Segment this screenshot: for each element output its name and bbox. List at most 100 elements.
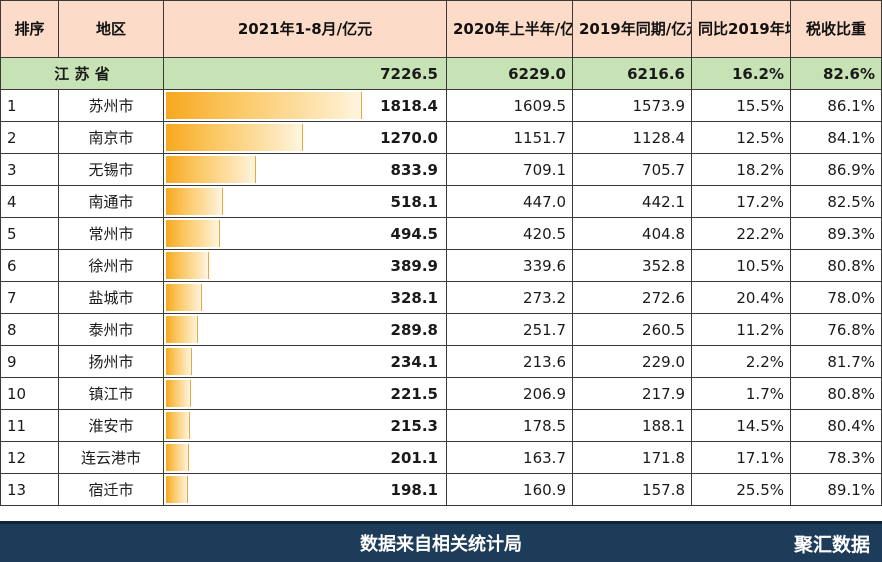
value-2021-bar	[166, 188, 223, 215]
value-2021-cell: 328.1	[163, 281, 447, 314]
value-2021-bar	[166, 124, 304, 151]
tax-share-cell: 80.8%	[790, 249, 882, 282]
growth-cell: 2.2%	[691, 345, 791, 378]
value-2020-cell: 273.2	[446, 281, 573, 314]
value-2020-cell: 206.9	[446, 377, 573, 410]
growth-cell: 15.5%	[691, 89, 791, 122]
tax-share-cell: 80.4%	[790, 409, 882, 442]
region-cell: 盐城市	[58, 281, 164, 314]
value-2019-cell: 188.1	[572, 409, 692, 442]
value-2021-cell: 201.1	[163, 441, 447, 474]
value-2021-label: 215.3	[390, 416, 438, 435]
table-row: 9 扬州市 234.1 213.6 229.0 2.2% 81.7%	[0, 345, 882, 378]
value-2020-cell: 251.7	[446, 313, 573, 346]
rank-cell: 2	[0, 121, 59, 154]
rank-cell: 7	[0, 281, 59, 314]
value-2021-bar	[166, 252, 209, 279]
tax-share-cell: 78.0%	[790, 281, 882, 314]
growth-cell: 17.1%	[691, 441, 791, 474]
header-2020: 2020年上半年/亿元	[446, 0, 573, 58]
value-2021-bar	[166, 412, 191, 439]
value-2021-bar	[166, 92, 362, 119]
value-2020-cell: 1609.5	[446, 89, 573, 122]
value-2021-cell: 1818.4	[163, 89, 447, 122]
rank-cell: 1	[0, 89, 59, 122]
value-2019-cell: 404.8	[572, 217, 692, 250]
value-2021-bar	[166, 348, 193, 375]
table-row: 8 泰州市 289.8 251.7 260.5 11.2% 76.8%	[0, 313, 882, 346]
growth-cell: 22.2%	[691, 217, 791, 250]
value-2021-cell: 198.1	[163, 473, 447, 506]
value-2020-cell: 160.9	[446, 473, 573, 506]
value-2019-cell: 171.8	[572, 441, 692, 474]
value-2021-label: 1818.4	[380, 96, 438, 115]
region-cell: 常州市	[58, 217, 164, 250]
value-2019-cell: 272.6	[572, 281, 692, 314]
total-tax-value: 82.6%	[790, 57, 882, 90]
tax-share-cell: 76.8%	[790, 313, 882, 346]
table-row: 4 南通市 518.1 447.0 442.1 17.2% 82.5%	[0, 185, 882, 218]
growth-cell: 12.5%	[691, 121, 791, 154]
footer-source-text: 数据来自相关统计局	[360, 534, 522, 555]
value-2021-label: 389.9	[390, 256, 438, 275]
rank-cell: 8	[0, 313, 59, 346]
table-row: 11 淮安市 215.3 178.5 188.1 14.5% 80.4%	[0, 409, 882, 442]
header-growth: 同比2019年增速	[691, 0, 791, 58]
table-row: 12 连云港市 201.1 163.7 171.8 17.1% 78.3%	[0, 441, 882, 474]
value-2021-label: 234.1	[390, 352, 438, 371]
rank-cell: 10	[0, 377, 59, 410]
tax-share-cell: 80.8%	[790, 377, 882, 410]
region-cell: 南通市	[58, 185, 164, 218]
rank-cell: 9	[0, 345, 59, 378]
value-2020-cell: 420.5	[446, 217, 573, 250]
header-2021: 2021年1-8月/亿元	[163, 0, 447, 58]
value-2020-cell: 213.6	[446, 345, 573, 378]
value-2021-cell: 215.3	[163, 409, 447, 442]
value-2021-label: 289.8	[390, 320, 438, 339]
value-2021-cell: 289.8	[163, 313, 447, 346]
total-2021-cell: 7226.5	[163, 57, 447, 90]
growth-cell: 1.7%	[691, 377, 791, 410]
value-2019-cell: 229.0	[572, 345, 692, 378]
value-2021-cell: 234.1	[163, 345, 447, 378]
growth-cell: 20.4%	[691, 281, 791, 314]
value-2021-label: 518.1	[390, 192, 438, 211]
total-2019-value: 6216.6	[572, 57, 692, 90]
value-2019-cell: 217.9	[572, 377, 692, 410]
tax-share-cell: 81.7%	[790, 345, 882, 378]
growth-cell: 10.5%	[691, 249, 791, 282]
region-cell: 扬州市	[58, 345, 164, 378]
value-2020-cell: 709.1	[446, 153, 573, 186]
footer-brand: 聚汇数据	[793, 533, 870, 556]
value-2021-bar	[166, 220, 221, 247]
rank-cell: 13	[0, 473, 59, 506]
value-2021-label: 328.1	[390, 288, 438, 307]
total-label: 江 苏 省	[0, 57, 164, 90]
total-row: 江 苏 省 7226.5 6229.0 6216.6 16.2% 82.6%	[0, 57, 882, 90]
value-2020-cell: 339.6	[446, 249, 573, 282]
region-cell: 宿迁市	[58, 473, 164, 506]
total-2020-value: 6229.0	[446, 57, 573, 90]
value-2020-cell: 163.7	[446, 441, 573, 474]
region-cell: 无锡市	[58, 153, 164, 186]
header-region: 地区	[58, 0, 164, 58]
region-cell: 连云港市	[58, 441, 164, 474]
total-growth-value: 16.2%	[691, 57, 791, 90]
tax-share-cell: 84.1%	[790, 121, 882, 154]
rank-cell: 3	[0, 153, 59, 186]
value-2021-cell: 1270.0	[163, 121, 447, 154]
header-rank: 排序	[0, 0, 59, 58]
table-row: 5 常州市 494.5 420.5 404.8 22.2% 89.3%	[0, 217, 882, 250]
value-2020-cell: 447.0	[446, 185, 573, 218]
value-2019-cell: 352.8	[572, 249, 692, 282]
region-cell: 苏州市	[58, 89, 164, 122]
value-2021-bar	[166, 476, 189, 503]
value-2021-cell: 389.9	[163, 249, 447, 282]
table-row: 10 镇江市 221.5 206.9 217.9 1.7% 80.8%	[0, 377, 882, 410]
rank-cell: 5	[0, 217, 59, 250]
table-row: 7 盐城市 328.1 273.2 272.6 20.4% 78.0%	[0, 281, 882, 314]
header-2019: 2019年同期/亿元	[572, 0, 692, 58]
footer-bar: 数据来自相关统计局 聚汇数据	[0, 521, 882, 562]
region-cell: 泰州市	[58, 313, 164, 346]
value-2021-bar	[166, 156, 257, 183]
